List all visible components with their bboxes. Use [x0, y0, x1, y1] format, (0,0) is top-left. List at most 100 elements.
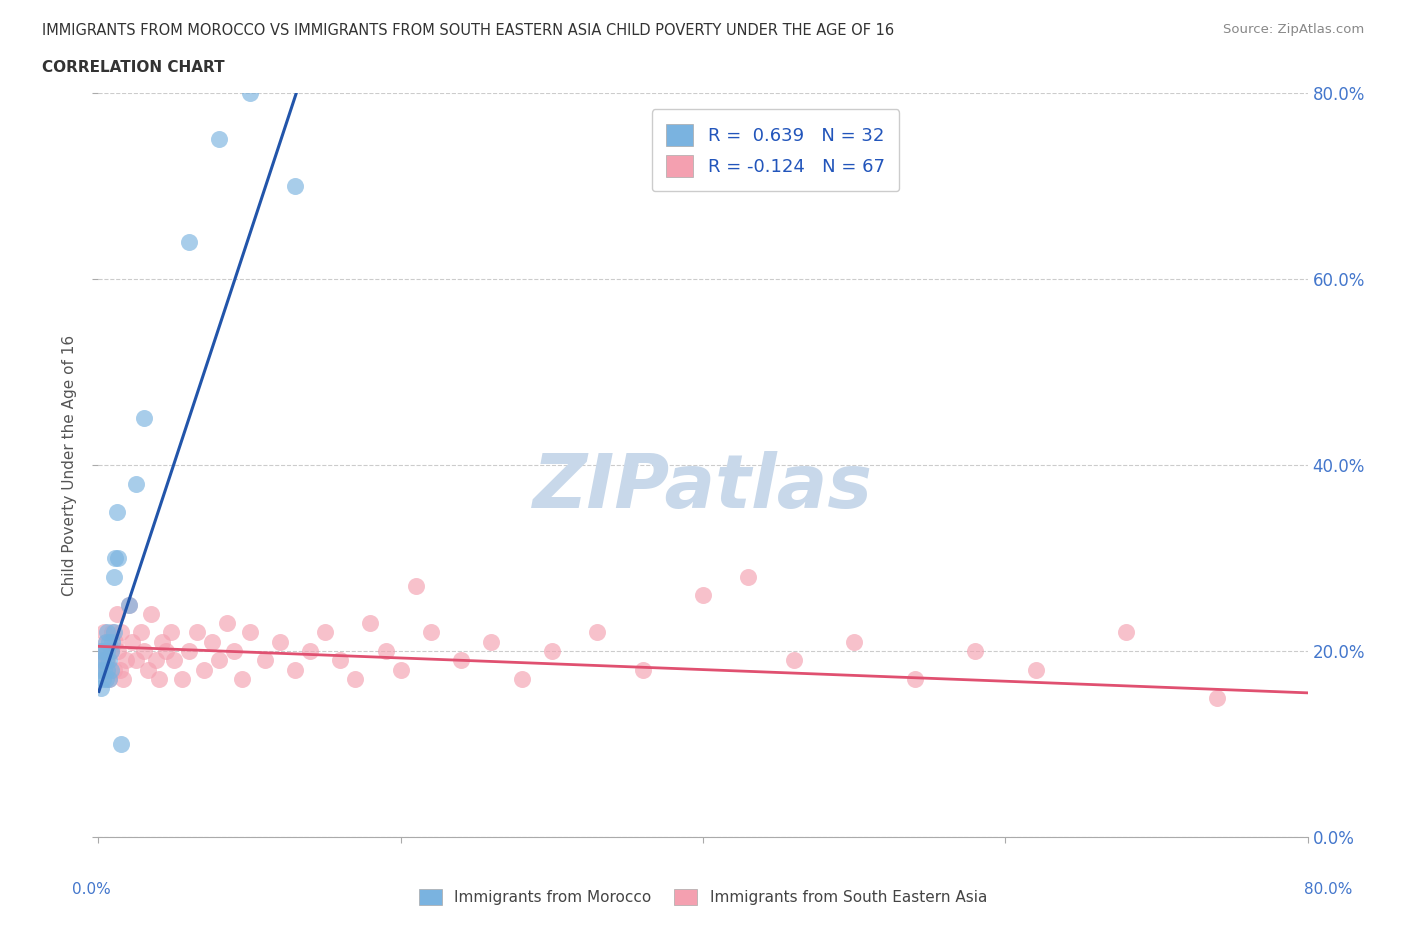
Point	[155, 644, 177, 658]
Point	[110, 737, 132, 751]
Point	[253, 653, 276, 668]
Legend: R =  0.639   N = 32, R = -0.124   N = 67: R = 0.639 N = 32, R = -0.124 N = 67	[652, 110, 900, 192]
Point	[329, 653, 352, 668]
Point	[93, 644, 115, 658]
Point	[179, 644, 201, 658]
Point	[108, 662, 131, 677]
Point	[107, 551, 129, 565]
Point	[104, 634, 127, 649]
Point	[93, 662, 115, 677]
Point	[90, 644, 112, 658]
Point	[1024, 662, 1046, 677]
Point	[98, 653, 121, 668]
Point	[170, 671, 193, 686]
Point	[91, 662, 114, 677]
Point	[136, 662, 159, 677]
Point	[389, 662, 412, 677]
Point	[631, 662, 654, 677]
Point	[1206, 690, 1229, 705]
Point	[94, 671, 117, 686]
Point	[100, 644, 122, 658]
Point	[105, 504, 128, 519]
Point	[94, 653, 117, 668]
Point	[540, 644, 562, 658]
Text: ZIPatlas: ZIPatlas	[533, 451, 873, 524]
Point	[105, 606, 128, 621]
Point	[150, 634, 173, 649]
Point	[201, 634, 224, 649]
Point	[208, 653, 231, 668]
Legend: Immigrants from Morocco, Immigrants from South Eastern Asia: Immigrants from Morocco, Immigrants from…	[412, 882, 994, 913]
Point	[118, 597, 141, 612]
Point	[215, 616, 238, 631]
Point	[148, 671, 170, 686]
Point	[783, 653, 806, 668]
Point	[96, 653, 118, 668]
Point	[125, 653, 148, 668]
Point	[160, 625, 183, 640]
Point	[239, 625, 262, 640]
Point	[125, 476, 148, 491]
Point	[344, 671, 367, 686]
Point	[89, 662, 111, 677]
Point	[965, 644, 987, 658]
Point	[132, 644, 155, 658]
Point	[904, 671, 927, 686]
Point	[208, 132, 231, 147]
Point	[90, 681, 112, 696]
Point	[94, 634, 117, 649]
Text: 0.0%: 0.0%	[72, 882, 111, 897]
Point	[121, 634, 143, 649]
Point	[110, 625, 132, 640]
Point	[114, 653, 136, 668]
Point	[450, 653, 472, 668]
Point	[692, 588, 714, 603]
Point	[94, 634, 117, 649]
Point	[360, 616, 382, 631]
Point	[89, 653, 111, 668]
Point	[186, 625, 208, 640]
Point	[510, 671, 533, 686]
Point	[420, 625, 443, 640]
Point	[101, 634, 124, 649]
Point	[193, 662, 215, 677]
Point	[284, 179, 307, 193]
Point	[132, 411, 155, 426]
Point	[96, 644, 118, 658]
Point	[374, 644, 396, 658]
Point	[163, 653, 186, 668]
Point	[103, 569, 125, 584]
Point	[107, 644, 129, 658]
Point	[141, 606, 163, 621]
Point	[104, 551, 127, 565]
Point	[269, 634, 291, 649]
Point	[1115, 625, 1137, 640]
Point	[231, 671, 253, 686]
Point	[98, 671, 121, 686]
Point	[314, 625, 336, 640]
Point	[239, 86, 262, 100]
Point	[284, 662, 307, 677]
Point	[91, 653, 114, 668]
Point	[844, 634, 866, 649]
Point	[103, 662, 125, 677]
Text: 80.0%: 80.0%	[1305, 882, 1353, 897]
Text: CORRELATION CHART: CORRELATION CHART	[42, 60, 225, 75]
Point	[179, 234, 201, 249]
Point	[737, 569, 759, 584]
Point	[405, 578, 427, 593]
Text: Source: ZipAtlas.com: Source: ZipAtlas.com	[1223, 23, 1364, 36]
Point	[101, 625, 124, 640]
Point	[98, 671, 121, 686]
Point	[481, 634, 503, 649]
Text: IMMIGRANTS FROM MOROCCO VS IMMIGRANTS FROM SOUTH EASTERN ASIA CHILD POVERTY UNDE: IMMIGRANTS FROM MOROCCO VS IMMIGRANTS FR…	[42, 23, 894, 38]
Point	[100, 662, 122, 677]
Point	[103, 625, 125, 640]
Y-axis label: Child Poverty Under the Age of 16: Child Poverty Under the Age of 16	[62, 335, 77, 595]
Point	[98, 634, 121, 649]
Point	[100, 644, 122, 658]
Point	[91, 671, 114, 686]
Point	[586, 625, 609, 640]
Point	[96, 662, 118, 677]
Point	[93, 625, 115, 640]
